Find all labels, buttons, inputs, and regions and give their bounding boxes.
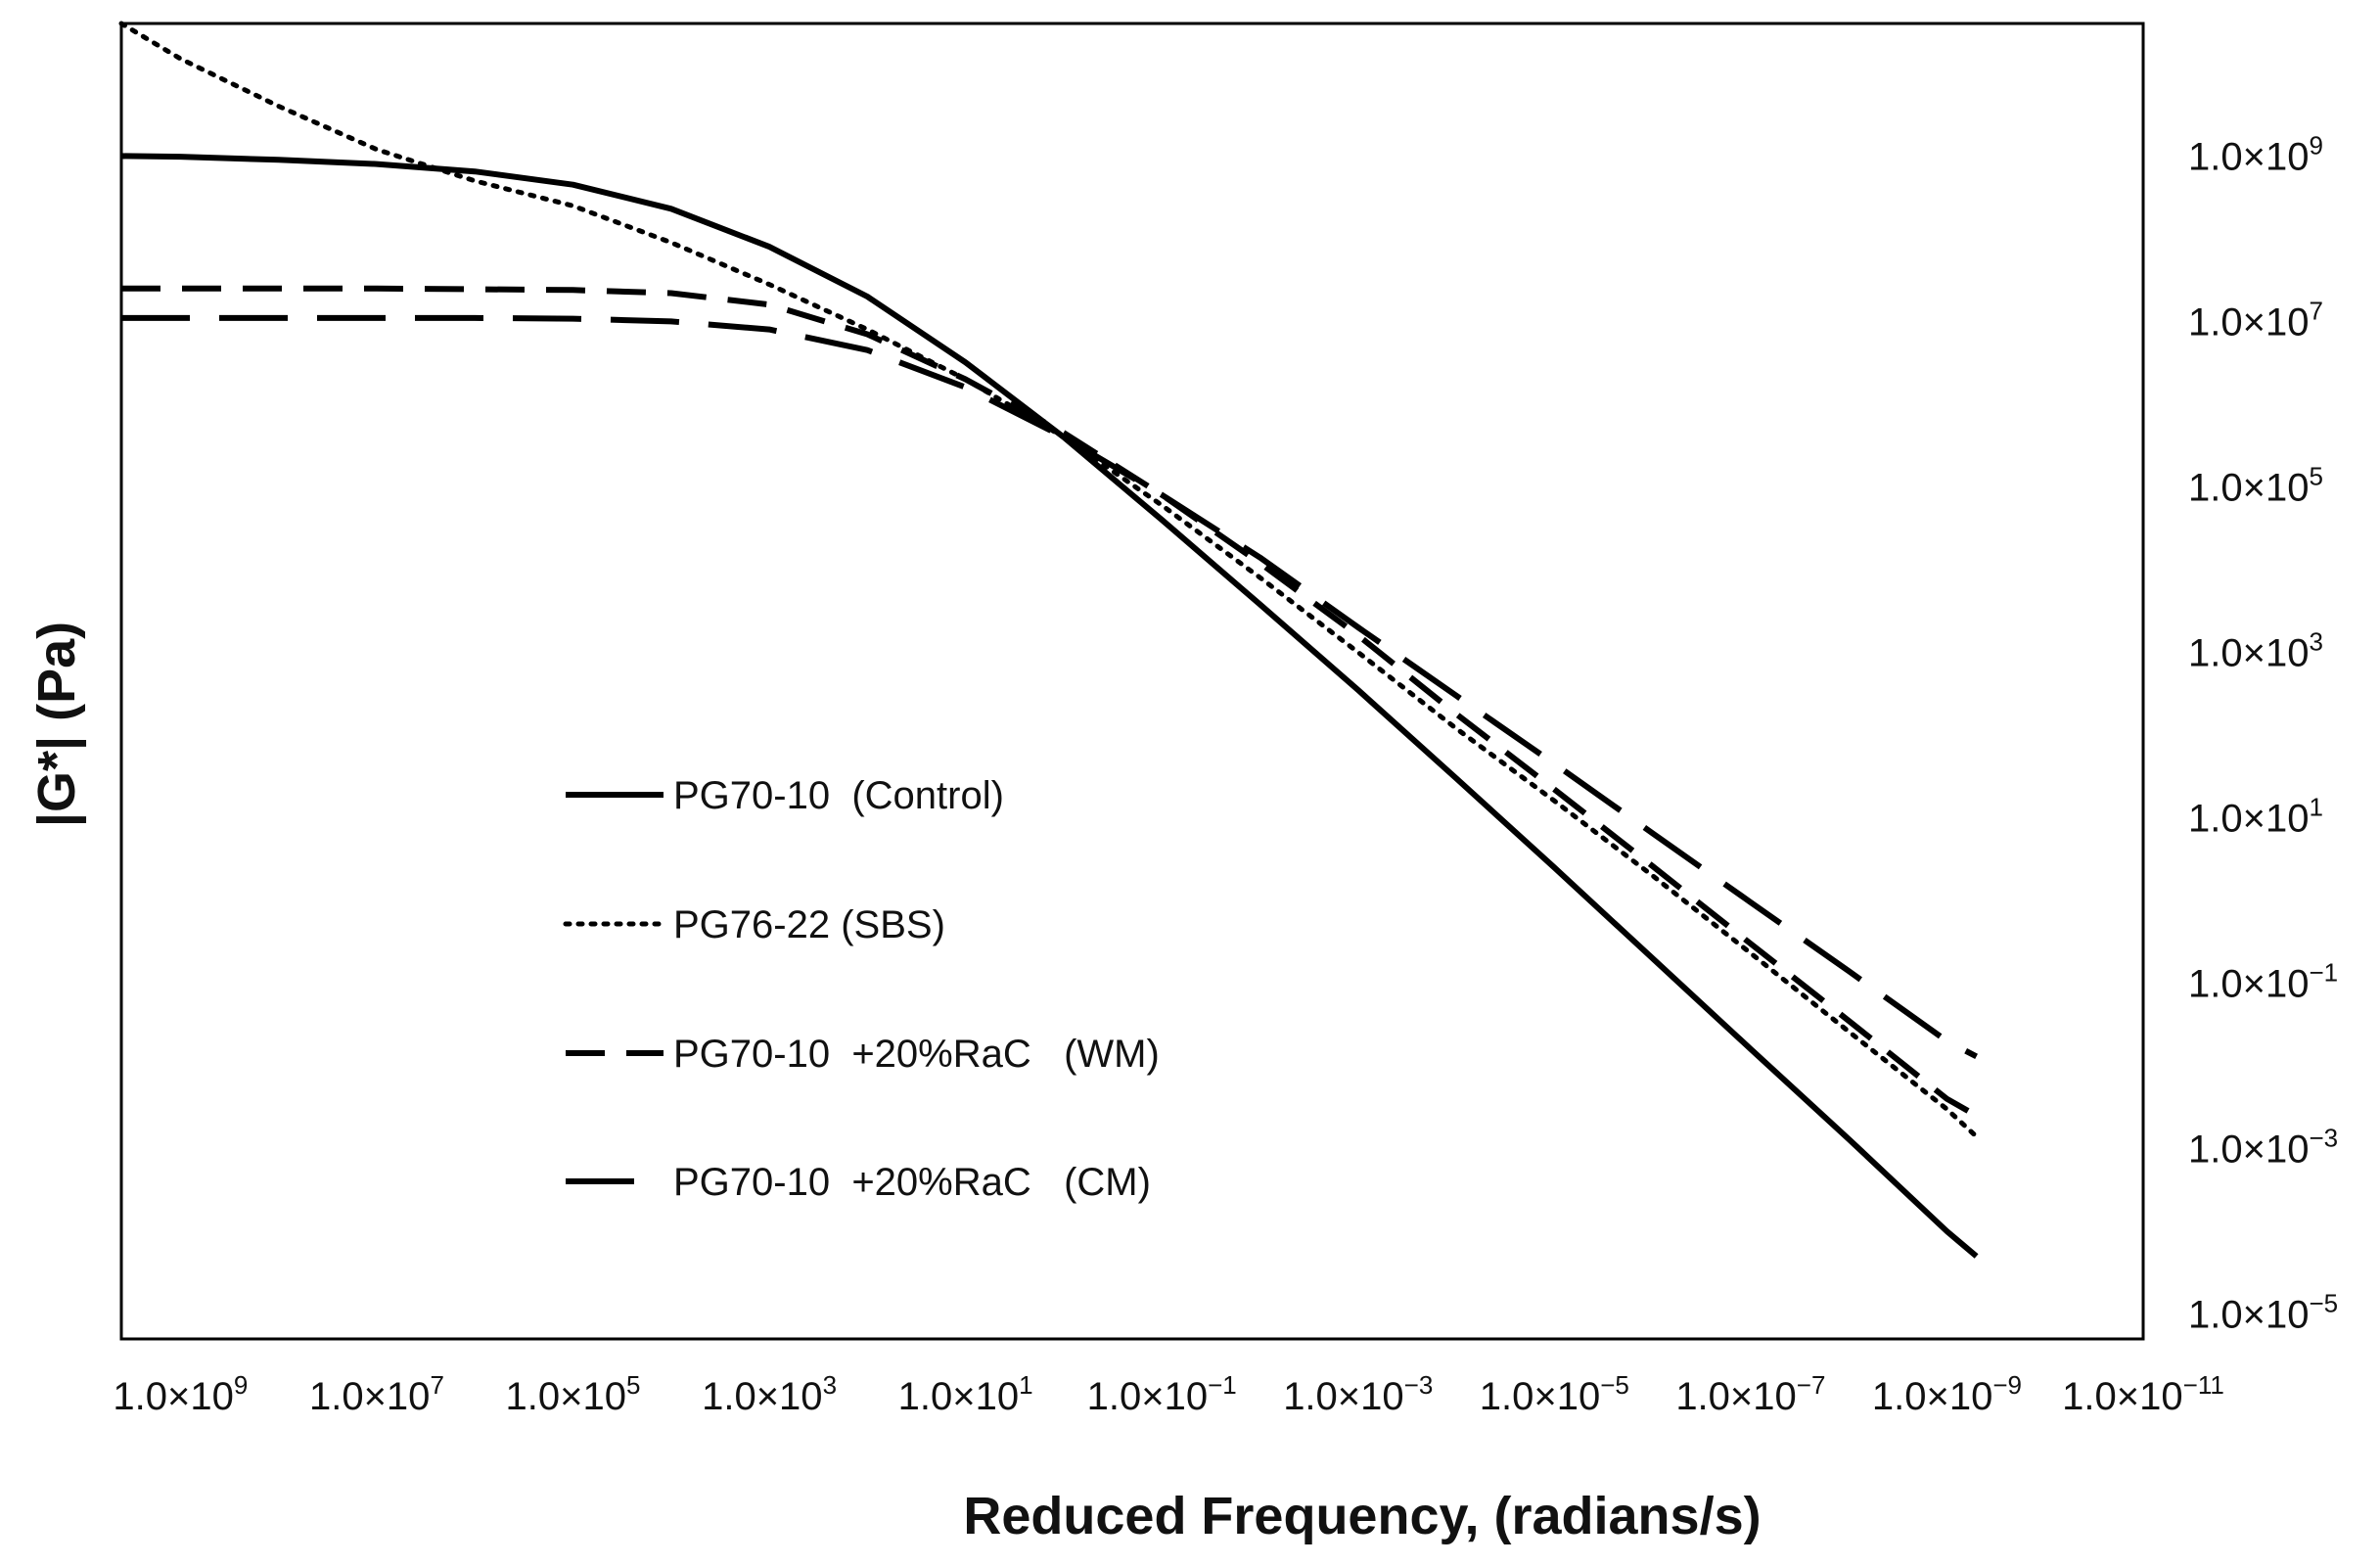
x-tick-labels: 1.0×109 1.0×107 1.0×105 1.0×103 1.0×101 1.0×1… bbox=[113, 1370, 2223, 1418]
y-tick-label: 1.0×10−1 bbox=[2188, 958, 2338, 1006]
x-tick-label: 1.0×103 bbox=[702, 1370, 837, 1418]
series-line-3 bbox=[121, 285, 1979, 1119]
y-tick-label: 1.0×103 bbox=[2188, 626, 2323, 674]
y-tick-label: 1.0×10−3 bbox=[2188, 1124, 2338, 1172]
x-tick-label: 1.0×105 bbox=[506, 1370, 641, 1418]
x-tick-label: 1.0×10−1 bbox=[1087, 1370, 1237, 1418]
x-tick-label: 1.0×107 bbox=[309, 1370, 444, 1418]
x-axis-title: Reduced Frequency, (radians/s) bbox=[963, 1487, 1761, 1545]
y-tick-labels: 1.0×109 1.0×107 1.0×105 1.0×103 1.0×101 1.0×1… bbox=[2188, 130, 2338, 1336]
x-tick-label: 1.0×101 bbox=[898, 1370, 1033, 1418]
y-tick-label: 1.0×109 bbox=[2188, 130, 2323, 178]
series-layer bbox=[118, 21, 1980, 1259]
legend-label-2: PG76-22 (SBS) bbox=[673, 903, 945, 946]
x-tick-label: 1.0×10−9 bbox=[1872, 1370, 2022, 1418]
y-tick-label: 1.0×107 bbox=[2188, 296, 2323, 344]
x-tick-label: 1.0×10−7 bbox=[1675, 1370, 1825, 1418]
x-tick-label: 1.0×10−5 bbox=[1480, 1370, 1629, 1418]
legend-label-4: PG70-10 +20%RaC (CM) bbox=[673, 1161, 1151, 1204]
series-line-1 bbox=[120, 153, 1979, 1259]
y-tick-label: 1.0×105 bbox=[2188, 461, 2323, 509]
legend: PG70-10 (Control) PG76-22 (SBS) PG70-10 +2… bbox=[563, 774, 1160, 1204]
x-tick-label: 1.0×10−11 bbox=[2062, 1370, 2224, 1418]
y-tick-label: 1.0×101 bbox=[2188, 792, 2323, 840]
series-line-2 bbox=[118, 21, 1980, 1139]
legend-label-3: PG70-10 +20%RaC (WM) bbox=[673, 1033, 1160, 1076]
y-axis-title: |G*| (Pa) bbox=[27, 622, 87, 827]
x-tick-label: 1.0×109 bbox=[113, 1370, 248, 1418]
plot-border bbox=[119, 22, 2145, 1341]
y-tick-label: 1.0×10−5 bbox=[2188, 1289, 2338, 1337]
x-tick-label: 1.0×10−3 bbox=[1283, 1370, 1433, 1418]
plot-frame bbox=[119, 22, 2145, 1341]
series-line-4 bbox=[121, 314, 1978, 1060]
legend-label-1: PG70-10 (Control) bbox=[673, 774, 1004, 817]
